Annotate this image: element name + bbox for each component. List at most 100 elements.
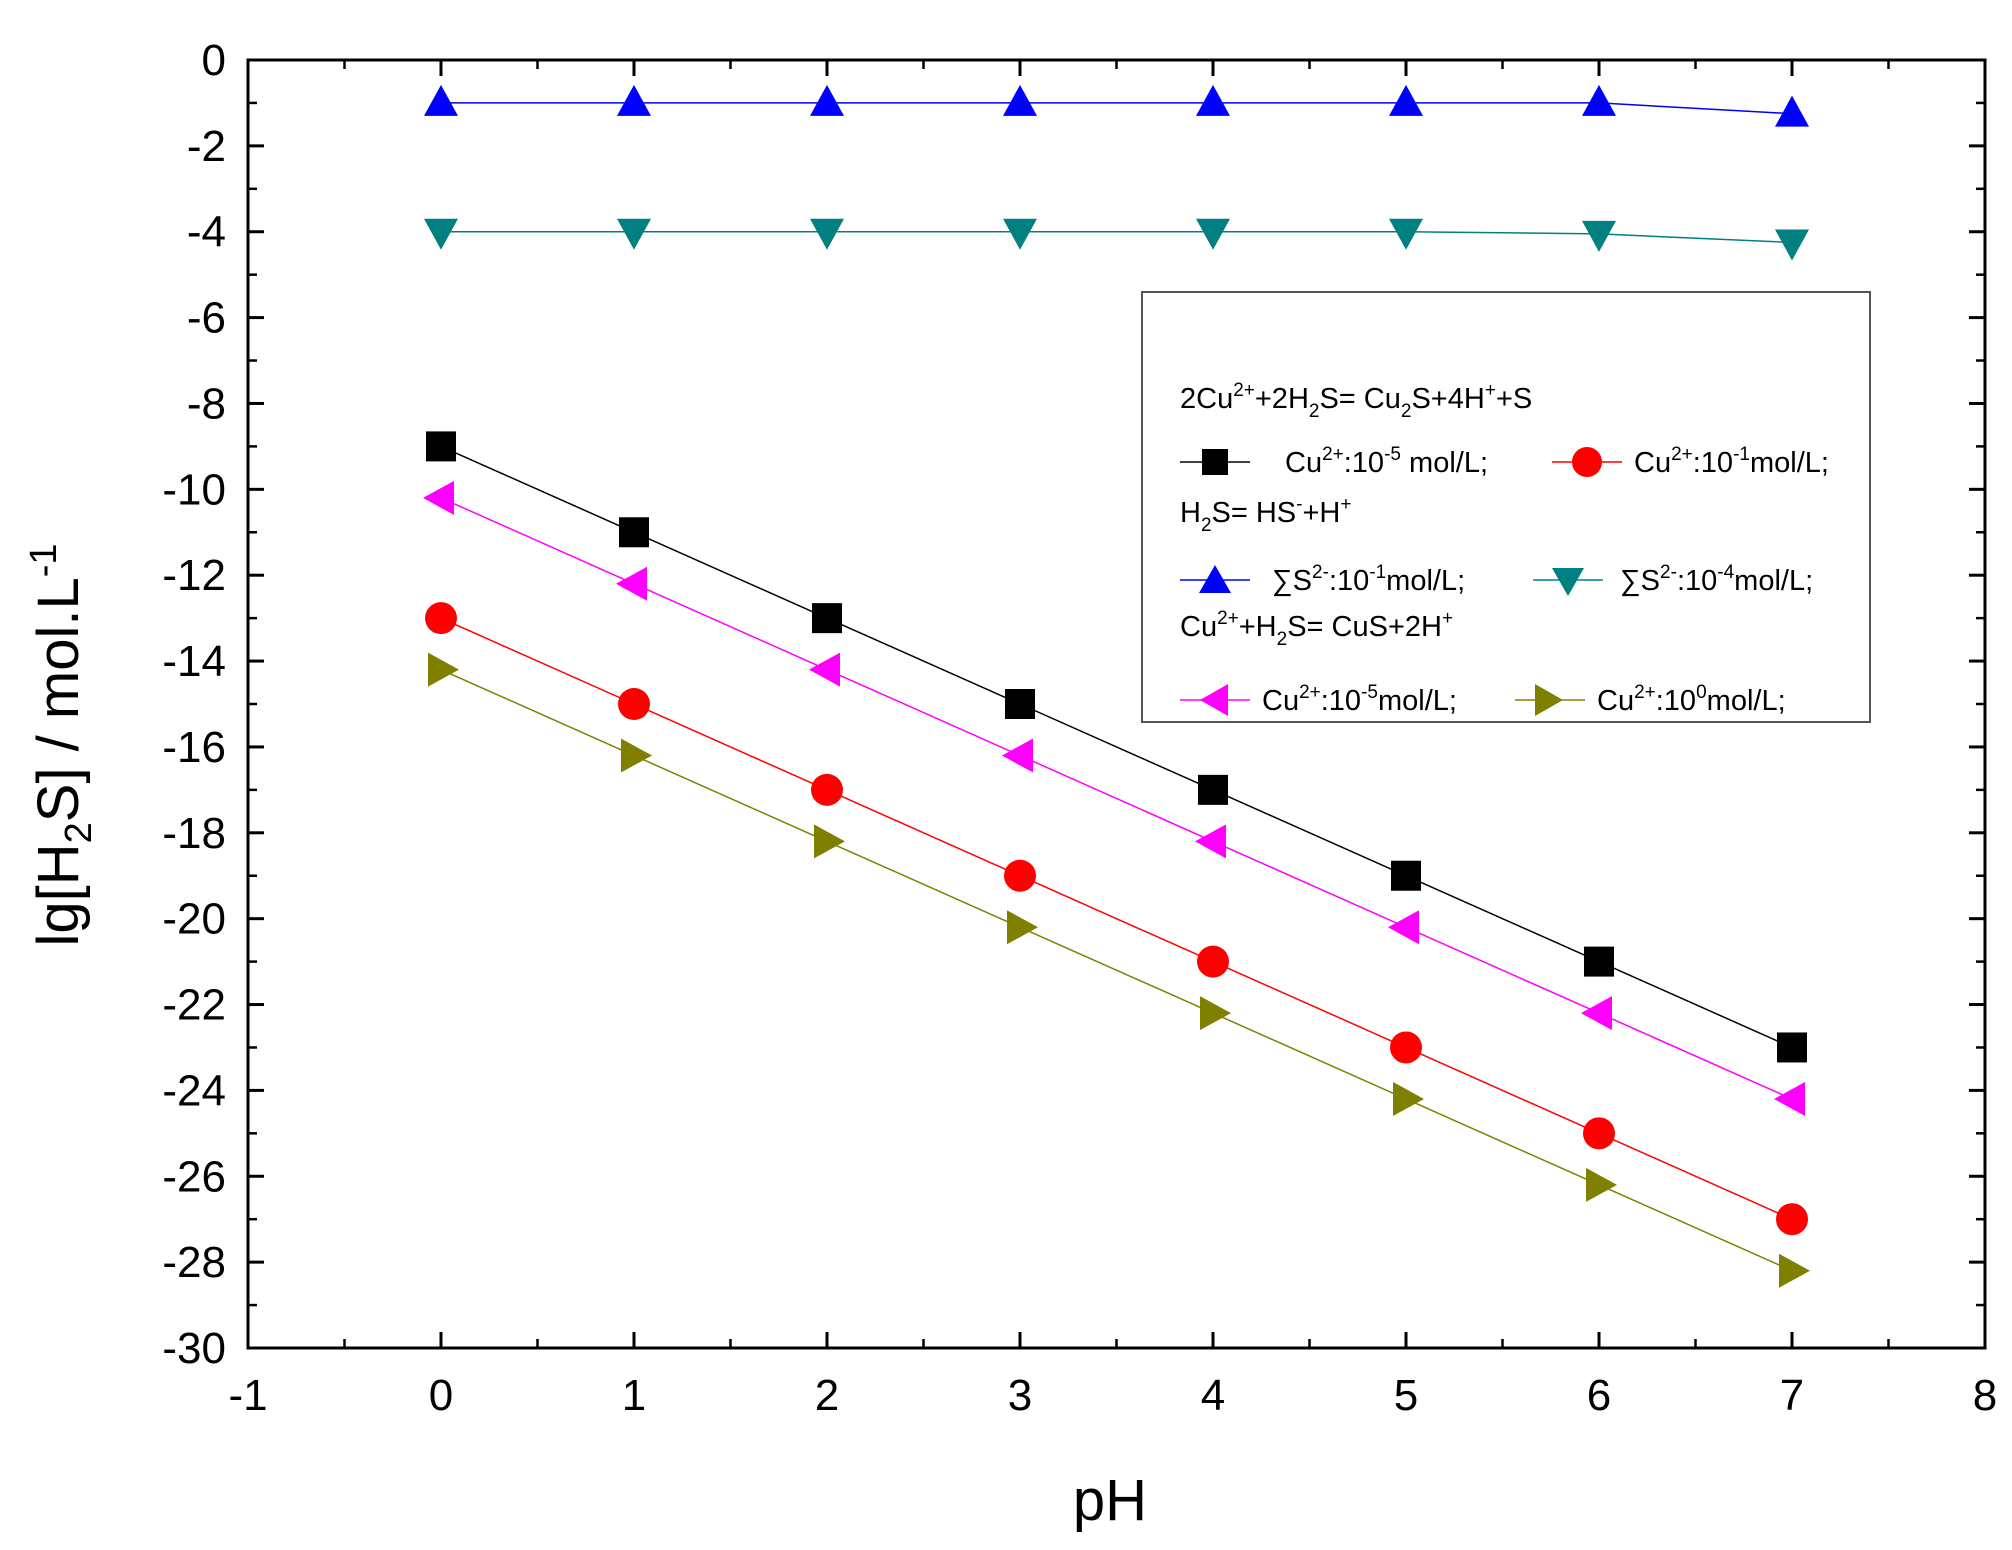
series-triangle-up <box>424 84 1809 127</box>
data-point-square <box>1005 689 1035 719</box>
data-point-triangle-left <box>423 480 454 515</box>
x-tick-label: 1 <box>622 1371 646 1420</box>
data-point-triangle-down <box>1775 229 1809 261</box>
svg-text:Cu2+:10-5mol/L;: Cu2+:10-5mol/L; <box>1262 682 1457 717</box>
y-tick-label: -18 <box>162 809 226 858</box>
data-point-triangle-down <box>1389 218 1423 250</box>
y-tick-label: 0 <box>202 36 226 85</box>
data-point-triangle-right <box>428 652 459 687</box>
y-tick-label: -20 <box>162 895 226 944</box>
y-tick-label: -30 <box>162 1324 226 1373</box>
data-point-triangle-up <box>424 84 458 116</box>
data-point-square <box>812 603 842 634</box>
data-point-triangle-down <box>1003 218 1037 250</box>
y-tick-label: -6 <box>187 294 226 343</box>
y-tick-label: -14 <box>162 637 226 686</box>
series-triangle-left <box>423 480 1805 1116</box>
x-tick-label: 4 <box>1201 1371 1225 1420</box>
data-point-circle <box>1390 1031 1422 1064</box>
data-point-triangle-up <box>1389 84 1423 116</box>
data-point-square <box>619 517 649 548</box>
data-point-triangle-left <box>1002 738 1033 773</box>
data-point-triangle-left <box>616 566 647 601</box>
data-point-circle <box>1776 1203 1808 1236</box>
data-point-triangle-left <box>1195 824 1226 859</box>
svg-text:Cu2+:10-1mol/L;: Cu2+:10-1mol/L; <box>1634 444 1829 479</box>
data-point-triangle-up <box>1003 84 1037 116</box>
y-tick-label: -12 <box>162 551 226 600</box>
data-point-triangle-right <box>1393 1081 1424 1116</box>
series-line <box>440 445 1793 1049</box>
data-point-triangle-right <box>1007 910 1038 945</box>
x-tick-label: 5 <box>1394 1371 1418 1420</box>
x-tick-label: -1 <box>228 1371 267 1420</box>
data-point-circle <box>425 602 457 635</box>
data-point-triangle-right <box>1779 1253 1810 1288</box>
data-point-square <box>1391 860 1421 891</box>
series-layer <box>423 84 1810 1288</box>
x-tick-label: 0 <box>429 1371 453 1420</box>
data-point-triangle-up <box>1582 84 1616 116</box>
data-point-triangle-down <box>617 218 651 250</box>
y-tick-label: -26 <box>162 1152 226 1201</box>
y-tick-label: -8 <box>187 379 226 428</box>
series-line <box>441 102 1793 115</box>
y-tick-label: -10 <box>162 465 226 514</box>
data-point-triangle-up <box>1775 95 1809 127</box>
legend-item-cu-10-5-triangle-left: Cu2+:10-5mol/L; <box>1180 682 1457 717</box>
legend-item-sum-s-10-1-triangle-up: ∑S2-:10-1mol/L; <box>1180 562 1465 597</box>
x-tick-label: 2 <box>815 1371 839 1420</box>
data-point-triangle-down <box>1582 220 1616 252</box>
series-line <box>440 617 1793 1220</box>
series-triangle-down <box>424 218 1809 261</box>
y-tick-label: -22 <box>162 981 226 1030</box>
x-axis-title: pH <box>1073 1468 1147 1533</box>
data-point-circle <box>1197 945 1229 978</box>
data-point-circle <box>811 773 843 806</box>
series-square <box>426 431 1807 1063</box>
y-tick-label: -16 <box>162 723 226 772</box>
data-point-triangle-down <box>1196 218 1230 250</box>
data-point-triangle-right <box>814 824 845 859</box>
data-point-circle <box>618 688 650 720</box>
series-line <box>440 668 1793 1272</box>
data-point-triangle-down <box>424 218 458 250</box>
data-point-triangle-right <box>1200 996 1231 1031</box>
data-point-triangle-right <box>1586 1167 1617 1202</box>
y-tick-label: -2 <box>187 122 226 171</box>
legend-item-cu-10-1-circle: Cu2+:10-1mol/L; <box>1552 444 1829 479</box>
data-point-triangle-up <box>1196 84 1230 116</box>
data-point-triangle-up <box>810 84 844 116</box>
y-tick-label: -28 <box>162 1238 226 1287</box>
axes: -1 0 1 2 3 4 5 6 7 80-2-4-6-8-10-12-14-16-18-20-2… <box>162 36 1997 1420</box>
data-point-triangle-left <box>1388 910 1419 945</box>
data-point-triangle-down <box>810 218 844 250</box>
legend-item-cu-10-0-triangle-right: Cu2+:100mol/L; <box>1515 682 1786 717</box>
series-circle <box>425 602 1808 1236</box>
x-tick-label: 6 <box>1587 1371 1611 1420</box>
y-tick-label: -24 <box>162 1066 226 1115</box>
legend-box <box>1141 291 1871 723</box>
svg-text:Cu2+:100mol/L;: Cu2+:100mol/L; <box>1597 682 1786 717</box>
svg-text:∑S2-:10-1mol/L;: ∑S2-:10-1mol/L; <box>1272 562 1465 597</box>
data-point-square <box>1777 1032 1807 1063</box>
legend: 2Cu2++2H2S= Cu2S+4H++S Cu2+:10-5 mol/L; … <box>1141 291 1871 723</box>
data-point-triangle-left <box>809 652 840 687</box>
data-point-circle <box>1004 859 1036 892</box>
x-tick-label: 3 <box>1008 1371 1032 1420</box>
svg-text:∑S2-:10-4mol/L;: ∑S2-:10-4mol/L; <box>1620 562 1813 597</box>
data-point-triangle-left <box>1774 1081 1805 1116</box>
data-point-circle <box>1583 1117 1615 1150</box>
data-point-triangle-up <box>617 84 651 116</box>
data-point-triangle-left <box>1581 996 1612 1031</box>
svg-text:lg[H2S] / mol.L-1: lg[H2S] / mol.L-1 <box>23 543 100 946</box>
x-tick-label: 8 <box>1973 1371 1997 1420</box>
legend-item-sum-s-10-4-triangle-down: ∑S2-:10-4mol/L; <box>1533 562 1813 597</box>
data-point-square <box>1198 774 1228 805</box>
x-tick-label: 7 <box>1780 1371 1804 1420</box>
y-axis-title: lg[H2S] / mol.L-1 <box>23 543 100 946</box>
y-tick-label: -4 <box>187 208 226 257</box>
data-point-square <box>426 431 456 462</box>
series-line <box>441 230 1793 244</box>
